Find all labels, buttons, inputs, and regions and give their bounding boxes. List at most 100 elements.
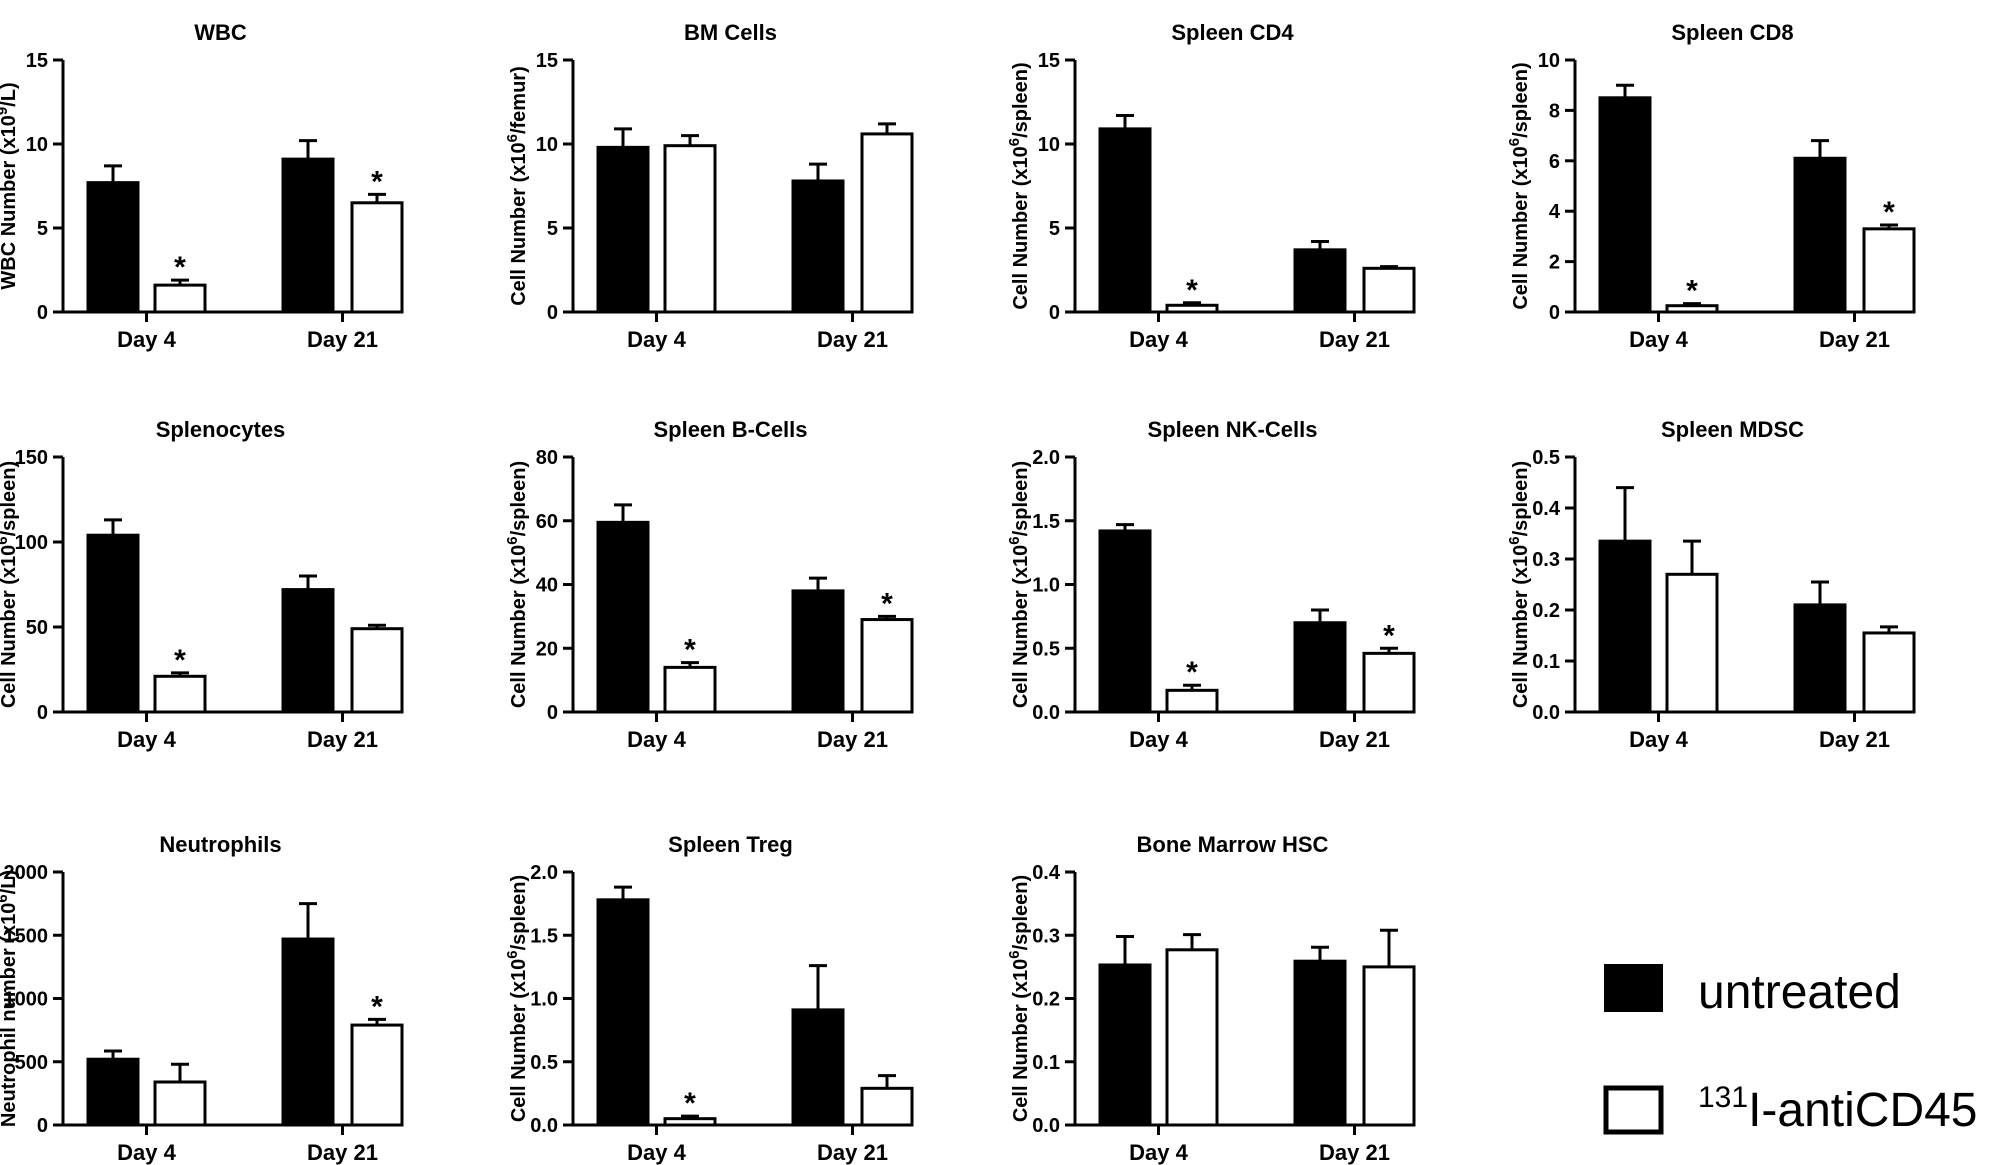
- chart-bone-marrow-hsc: Bone Marrow HSC Cell Number (x106/spleen)…: [1006, 832, 1416, 1165]
- y-tick-label: 10: [26, 134, 48, 156]
- y-axis-label: Cell Number (x106/spleen): [504, 461, 530, 708]
- bar-day-4-series-2: [1165, 303, 1219, 314]
- bar-day-4-series-1: [1098, 127, 1152, 314]
- x-tick-label: Day 21: [817, 727, 888, 752]
- legend-label-untreated: untreated: [1698, 966, 1901, 1019]
- bar-day-4-series-1: [1598, 96, 1652, 314]
- bar-day-21-series-1: [791, 589, 845, 714]
- bar-day-4-series-2: [663, 665, 717, 714]
- y-axis-label-text: Cell Number (x10: [1010, 959, 1032, 1122]
- y-tick-label: 5: [1049, 218, 1060, 240]
- y-tick-label: 2.0: [1032, 447, 1060, 469]
- y-axis-label-unit: /spleen): [1010, 62, 1032, 138]
- bar-day-4-series-1: [596, 898, 650, 1127]
- y-tick-label: 2000: [4, 862, 49, 884]
- y-axis-label-text: Cell Number (x10: [1510, 545, 1532, 708]
- significance-star: *: [371, 990, 383, 1023]
- y-axis-label: Neutrophil number (x106/L): [0, 870, 20, 1127]
- y-axis-label-unit: /spleen): [508, 461, 530, 537]
- x-tick-label: Day 4: [627, 327, 686, 352]
- y-axis-label: Cell Number (x106/spleen): [1506, 62, 1532, 309]
- y-tick-label: 0: [37, 702, 48, 724]
- y-tick-label: 4: [1549, 201, 1561, 223]
- y-tick-label: 15: [26, 50, 48, 72]
- y-tick-label: 0.4: [1532, 498, 1561, 520]
- y-tick-label: 0.1: [1032, 1052, 1060, 1074]
- chart-title: WBC: [194, 20, 247, 45]
- y-tick-label: 0: [37, 1115, 48, 1137]
- significance-star: *: [684, 1087, 696, 1120]
- chart-title: Spleen MDSC: [1661, 417, 1804, 442]
- y-axis-label-superscript: 6: [1006, 138, 1023, 146]
- y-axis-label-unit: /spleen): [1010, 461, 1032, 537]
- bar-day-4-series-2: [153, 674, 207, 714]
- bar-day-4-series-1: [1098, 963, 1152, 1127]
- y-axis-label: WBC Number (x109/L): [0, 82, 20, 289]
- y-tick-label: 1500: [4, 925, 49, 947]
- y-tick-label: 0: [547, 702, 558, 724]
- y-tick-label: 5: [547, 218, 558, 240]
- significance-star: *: [881, 587, 893, 620]
- bar-day-4-series-1: [1598, 539, 1652, 714]
- significance-star: *: [1186, 274, 1198, 307]
- x-tick-label: Day 4: [117, 1140, 176, 1165]
- y-tick-label: 0: [37, 302, 48, 324]
- x-tick-label: Day 21: [1319, 327, 1390, 352]
- y-tick-label: 15: [536, 50, 558, 72]
- y-tick-label: 1.5: [1032, 511, 1060, 533]
- significance-star: *: [174, 251, 186, 284]
- y-tick-label: 0.0: [1032, 702, 1060, 724]
- y-axis-label-text: Cell Number (x10: [508, 959, 530, 1122]
- y-tick-label: 2: [1549, 252, 1560, 274]
- y-tick-label: 1.0: [1032, 575, 1060, 597]
- chart-title: Spleen CD4: [1171, 20, 1294, 45]
- y-tick-label: 0: [1549, 302, 1560, 324]
- bar-day-21-series-2: [860, 618, 914, 714]
- y-axis-label-text: Cell Number (x10: [1010, 146, 1032, 309]
- significance-star: *: [684, 634, 696, 667]
- bar-day-21-series-1: [1793, 156, 1847, 314]
- y-axis-label-unit: /L): [0, 82, 20, 106]
- y-axis-label-superscript: 6: [0, 894, 11, 902]
- bar-day-4-series-1: [596, 520, 650, 714]
- y-tick-label: 0.1: [1532, 651, 1560, 673]
- y-tick-label: 1.5: [530, 925, 558, 947]
- bar-day-21-series-1: [281, 588, 335, 714]
- bar-day-4-series-1: [596, 145, 650, 314]
- y-tick-label: 10: [536, 134, 558, 156]
- y-tick-label: 50: [26, 617, 48, 639]
- y-axis-label-text: Cell Number (x10: [508, 545, 530, 708]
- y-tick-label: 60: [536, 511, 558, 533]
- bar-day-4-series-2: [153, 283, 207, 314]
- significance-star: *: [371, 165, 383, 198]
- y-axis-label-unit: /femur): [508, 66, 530, 134]
- y-axis-label-superscript: 6: [504, 536, 521, 544]
- y-tick-label: 6: [1549, 151, 1560, 173]
- bar-day-21-series-1: [1293, 621, 1347, 714]
- y-tick-label: 0.5: [1532, 447, 1560, 469]
- y-axis-label-superscript: 6: [1506, 536, 1523, 544]
- bar-day-4-series-2: [663, 1117, 717, 1127]
- y-tick-label: 0.3: [1532, 549, 1560, 571]
- x-tick-label: Day 21: [1819, 727, 1890, 752]
- y-axis-label: Cell Number (x106/spleen): [1006, 62, 1032, 309]
- y-tick-label: 0.0: [1532, 702, 1560, 724]
- legend-swatch-untreated: [1604, 964, 1663, 1012]
- y-axis-label: Cell Number (x106/spleen): [504, 875, 530, 1122]
- x-tick-label: Day 4: [1129, 327, 1188, 352]
- bar-day-21-series-1: [791, 179, 845, 314]
- chart-wbc: WBC WBC Number (x109/L) 0 5 10 15 Day 4 * Day 21…: [0, 20, 404, 352]
- bar-day-4-series-2: [153, 1080, 207, 1127]
- chart-title: Spleen Treg: [668, 832, 793, 857]
- x-tick-label: Day 21: [817, 1140, 888, 1165]
- bar-day-21-series-1: [791, 1008, 845, 1127]
- x-tick-label: Day 21: [817, 327, 888, 352]
- legend: untreated 131I-antiCD45: [1603, 964, 1978, 1137]
- y-axis-label-superscript: 6: [504, 134, 521, 142]
- x-tick-label: Day 4: [1629, 327, 1688, 352]
- bar-day-21-series-2: [350, 201, 404, 314]
- bar-day-21-series-1: [1293, 959, 1347, 1127]
- chart-splenocytes: Splenocytes Cell Number (x106/spleen) 0 50 1…: [0, 417, 404, 752]
- y-tick-label: 0: [547, 302, 558, 324]
